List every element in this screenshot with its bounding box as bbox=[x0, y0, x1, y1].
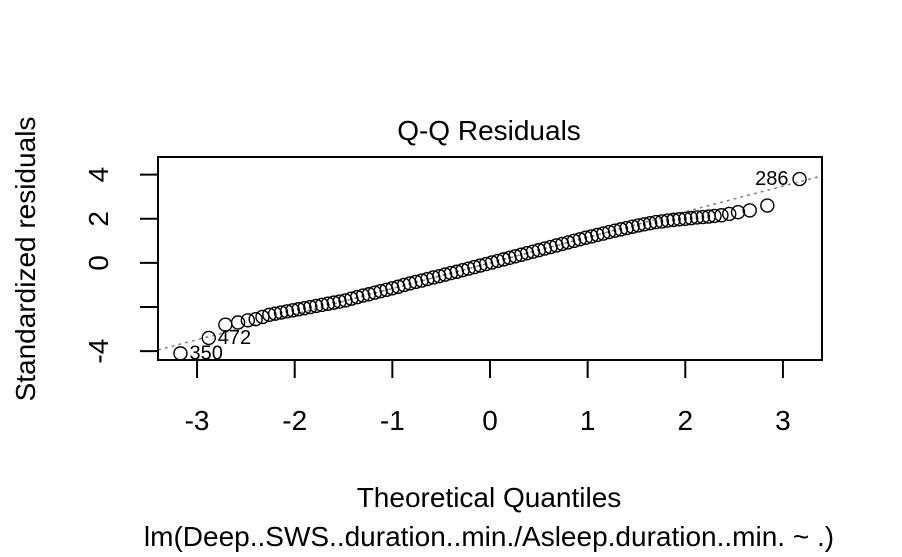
data-point bbox=[637, 217, 652, 232]
data-point bbox=[631, 218, 646, 233]
data-point bbox=[273, 305, 289, 320]
y-tick-label: 4 bbox=[83, 167, 114, 183]
data-point bbox=[730, 204, 746, 220]
data-point bbox=[672, 212, 687, 227]
x-tick-label: -3 bbox=[185, 405, 210, 436]
data-point bbox=[291, 302, 306, 317]
data-point bbox=[297, 300, 312, 316]
data-point bbox=[742, 203, 757, 218]
data-point bbox=[303, 299, 318, 315]
data-point bbox=[262, 307, 277, 322]
data-point bbox=[678, 211, 693, 226]
data-point bbox=[308, 298, 324, 314]
x-tick-label: -1 bbox=[380, 405, 405, 436]
data-point bbox=[695, 209, 711, 225]
y-axis-label: Standardized residuals bbox=[10, 117, 41, 402]
x-tick-label: -2 bbox=[282, 405, 307, 436]
data-point bbox=[760, 198, 775, 213]
data-point bbox=[201, 330, 216, 346]
data-point bbox=[320, 296, 336, 311]
data-point bbox=[792, 171, 807, 187]
y-axis: -4 0 2 4 bbox=[83, 167, 159, 364]
data-point bbox=[660, 213, 675, 228]
y-tick-label: 2 bbox=[83, 211, 114, 227]
data-point bbox=[314, 297, 330, 313]
data-point bbox=[707, 208, 722, 224]
x-tick-label: 1 bbox=[580, 405, 596, 436]
data-point bbox=[240, 313, 256, 328]
data-point bbox=[714, 208, 729, 223]
x-axis: -3 -2 -1 0 1 2 3 bbox=[185, 359, 791, 436]
x-tick-label: 2 bbox=[678, 405, 694, 436]
data-point bbox=[648, 214, 664, 230]
data-point bbox=[642, 215, 658, 231]
data-point bbox=[689, 210, 705, 225]
data-point bbox=[326, 295, 341, 310]
data-point bbox=[230, 315, 246, 330]
y-tick-label: 0 bbox=[83, 255, 114, 271]
chart-title: Q-Q Residuals bbox=[397, 115, 581, 146]
reference-line bbox=[157, 175, 823, 351]
data-point bbox=[248, 311, 263, 327]
x-axis-label: Theoretical Quantiles bbox=[357, 482, 622, 513]
model-formula-label: lm(Deep..SWS..duration..min./Asleep.dura… bbox=[144, 521, 834, 552]
point-label: 472 bbox=[218, 327, 251, 349]
data-point bbox=[722, 206, 737, 222]
data-point bbox=[666, 212, 681, 228]
data-point bbox=[654, 214, 670, 229]
point-label: 350 bbox=[189, 342, 222, 364]
points-layer bbox=[173, 171, 807, 361]
point-label: 286 bbox=[755, 168, 788, 190]
data-point bbox=[279, 304, 295, 319]
data-point bbox=[625, 219, 640, 234]
x-tick-label: 3 bbox=[775, 405, 791, 436]
y-tick-label: -4 bbox=[83, 339, 114, 364]
x-tick-label: 0 bbox=[482, 405, 498, 436]
data-point bbox=[285, 303, 300, 318]
data-point bbox=[683, 210, 699, 226]
data-point bbox=[267, 306, 283, 321]
data-point bbox=[173, 346, 188, 361]
